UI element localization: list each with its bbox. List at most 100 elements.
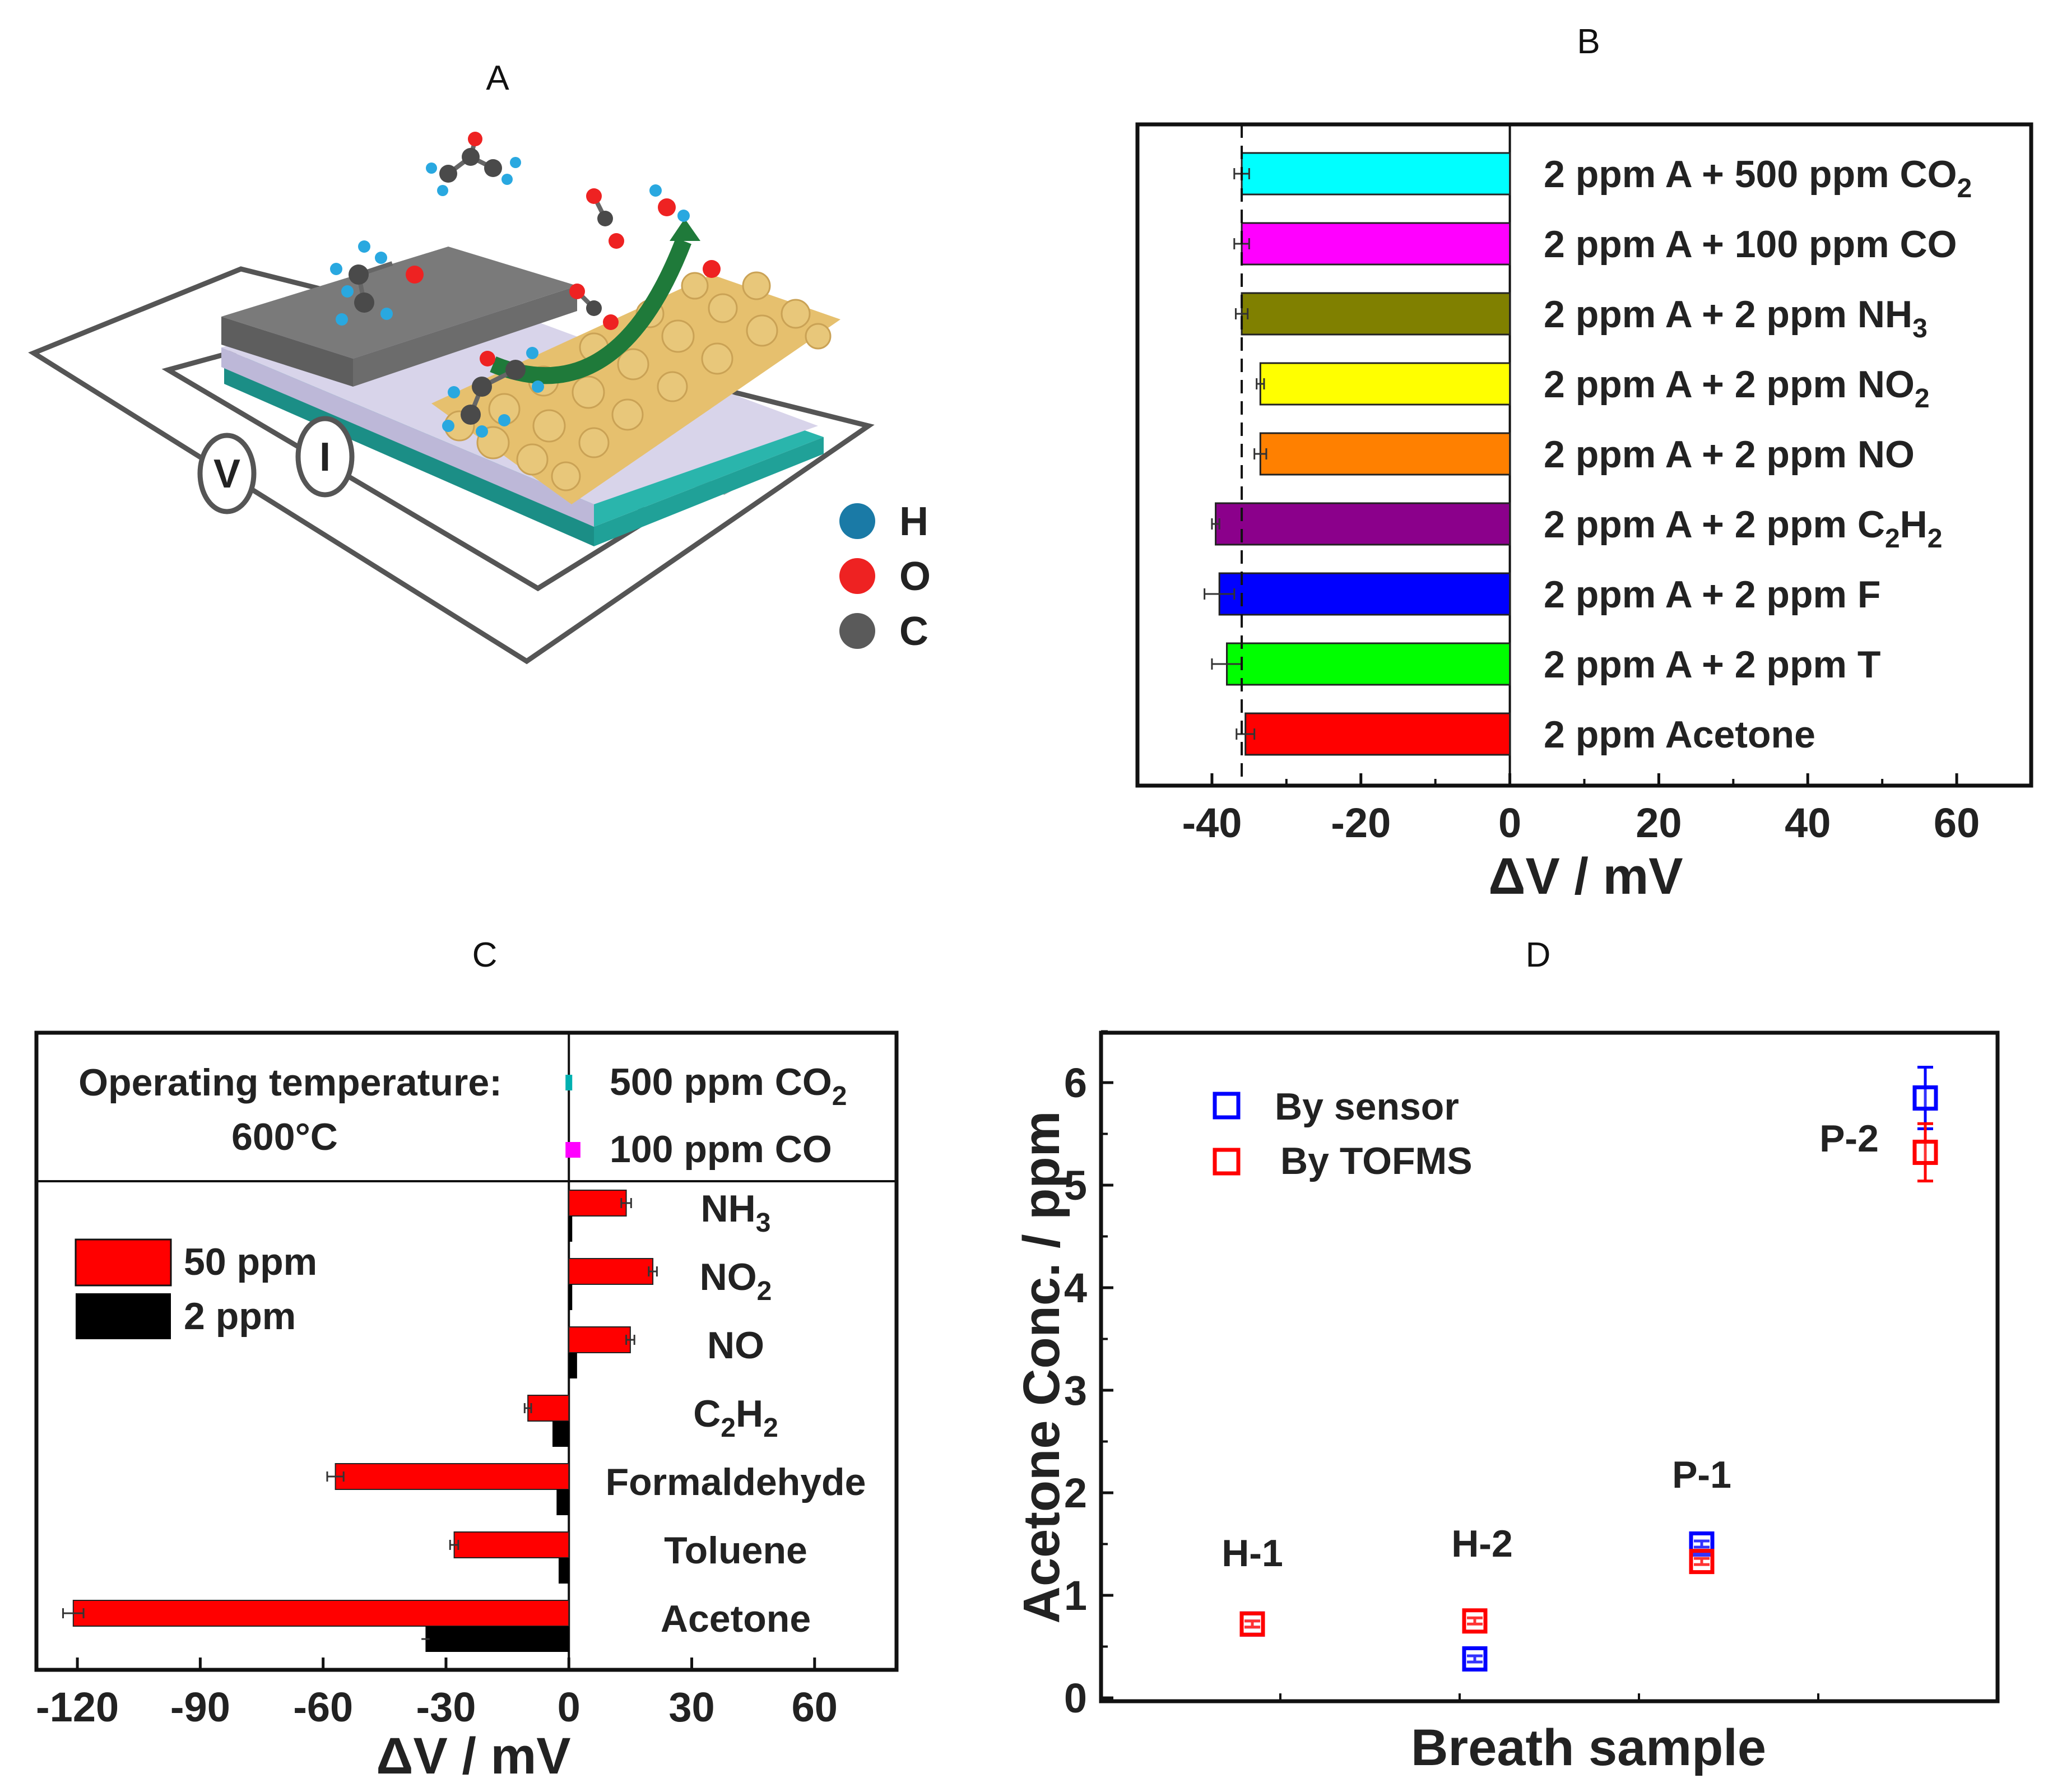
outer-wire	[28, 266, 875, 665]
legend-c-label: C	[899, 609, 928, 654]
panel-c-plot: 500 ppm CO2 100 ppm CO NH3 NO2 NO C2H2 Formald…	[36, 1033, 866, 1730]
category-label: C2H2	[693, 1392, 778, 1443]
x-tick-label: -30	[416, 1684, 476, 1730]
x-tick-label: 60	[1934, 800, 1980, 846]
y-tick-label: 6	[1064, 1060, 1087, 1106]
bar	[1241, 222, 1511, 266]
bar	[1259, 432, 1511, 476]
voltmeter: V	[197, 433, 257, 514]
category-label: 2 ppm A + 2 ppm C2H2	[1544, 503, 1942, 554]
category-label: 2 ppm A + 2 ppm NH3	[1544, 293, 1928, 343]
panel-d-label: D	[1526, 936, 1551, 974]
interferent-bar	[565, 1075, 573, 1090]
operating-temperature-text: Operating temperature:	[78, 1061, 502, 1104]
bar-2ppm	[569, 1353, 577, 1378]
category-label: 2 ppm A + 100 ppm CO	[1544, 223, 1957, 266]
legend-h-marker	[839, 503, 875, 539]
panel-c-legend: 50 ppm 2 ppm	[75, 1238, 317, 1339]
bar	[1259, 362, 1511, 406]
legend-sensor-label: By sensor	[1275, 1085, 1459, 1128]
panel-a: A	[28, 59, 931, 665]
legend-c-marker	[839, 613, 875, 649]
x-tick-label: -90	[170, 1684, 230, 1730]
bar-2ppm	[425, 1626, 569, 1652]
voltmeter-label: V	[213, 452, 240, 496]
bar-50ppm	[453, 1531, 570, 1558]
x-tick-label: -20	[1331, 800, 1391, 846]
panel-d-frame	[1099, 1030, 2000, 1703]
molecules	[330, 132, 721, 438]
bar-2ppm	[552, 1421, 569, 1447]
category-label: Formaldehyde	[606, 1461, 866, 1503]
y-tick-label: 1	[1064, 1572, 1087, 1619]
category-label: Acetone	[661, 1598, 811, 1640]
bar-2ppm	[569, 1216, 573, 1242]
x-tick-label: 20	[1636, 800, 1682, 846]
category-label: 2 ppm A + 2 ppm NO	[1544, 433, 1915, 476]
legend-h-label: H	[899, 499, 928, 544]
category-label: 2 ppm A + 2 ppm NO2	[1544, 363, 1930, 414]
panel-c-label: C	[472, 936, 498, 974]
x-tick-label: 40	[1785, 800, 1831, 846]
legend-o-marker	[839, 558, 875, 594]
bar	[1241, 152, 1511, 196]
ammeter: I	[295, 416, 355, 498]
sensor-device	[221, 219, 840, 546]
bar-50ppm	[568, 1190, 627, 1217]
panel-b-label: B	[1577, 22, 1600, 61]
panel-c-x-axis-title: ΔV / mV	[376, 1728, 570, 1785]
category-label: 2 ppm A + 2 ppm F	[1544, 573, 1880, 616]
bar-2ppm	[569, 1284, 573, 1310]
legend-50ppm-swatch	[75, 1238, 172, 1287]
y-tick-label: 4	[1064, 1265, 1087, 1311]
panel-c: C Operating temperature: 600°C 500 ppm C…	[34, 936, 899, 1785]
category-label: NH3	[701, 1187, 771, 1238]
panel-b-plot: 2 ppm A + 500 ppm CO2 2 ppm A + 100 ppm C…	[1136, 124, 2032, 846]
category-label: Toluene	[664, 1529, 807, 1572]
bar-50ppm	[335, 1463, 570, 1490]
panel-d: D 0 1 2 3 4 5 6 H-1 H-2 P-1 P-2 By sensor By TOFMS…	[1013, 936, 2000, 1776]
legend-tofms-marker	[1213, 1148, 1241, 1176]
ammeter-label: I	[319, 435, 331, 480]
bar-50ppm	[568, 1258, 654, 1285]
point-tofms	[1689, 1549, 1715, 1575]
x-tick-label: -60	[293, 1684, 353, 1730]
y-tick-label: 0	[1064, 1675, 1087, 1721]
legend-2ppm-label: 2 ppm	[184, 1295, 296, 1338]
bar-2ppm	[556, 1489, 569, 1515]
x-tick-label: 30	[668, 1684, 714, 1730]
legend-2ppm-swatch	[76, 1293, 171, 1339]
x-tick-label: 0	[558, 1684, 580, 1730]
interferent-bar	[565, 1142, 580, 1158]
atom-legend: H O C	[839, 499, 931, 654]
sample-label: P-2	[1819, 1117, 1879, 1160]
panel-a-label: A	[486, 59, 509, 98]
category-label: 2 ppm A + 2 ppm T	[1544, 643, 1880, 686]
category-label: 2 ppm Acetone	[1544, 713, 1815, 756]
bar	[1244, 712, 1511, 756]
interferent-label: 100 ppm CO	[610, 1128, 832, 1171]
y-tick-label: 3	[1064, 1367, 1087, 1414]
bar	[1241, 292, 1511, 336]
panel-d-y-axis-title: Acetone Conc. / ppm	[1013, 1111, 1070, 1624]
x-tick-label: 60	[792, 1684, 838, 1730]
bar-50ppm	[568, 1326, 631, 1353]
point-sensor	[1462, 1646, 1488, 1672]
panel-b: B 2 ppm A + 500 ppm CO2 2 ppm A + 100 ppm…	[1135, 22, 2033, 905]
panel-d-plot: 0 1 2 3 4 5 6 H-1 H-2 P-1 P-2	[1064, 1030, 1938, 1721]
category-label: NO2	[700, 1256, 772, 1306]
legend-o-label: O	[899, 554, 931, 599]
legend-sensor-marker	[1213, 1092, 1241, 1120]
point-sensor	[1912, 1085, 1938, 1111]
point-tofms	[1462, 1608, 1488, 1634]
bar-50ppm	[72, 1600, 570, 1627]
sample-label: H-2	[1451, 1522, 1513, 1565]
bar	[1226, 642, 1511, 686]
point-tofms	[1912, 1139, 1938, 1165]
sample-label: H-1	[1222, 1532, 1283, 1575]
panel-b-x-axis-title: ΔV / mV	[1488, 848, 1683, 905]
bar-50ppm	[527, 1395, 570, 1422]
sample-label: P-1	[1672, 1454, 1731, 1496]
bar-2ppm	[558, 1558, 569, 1584]
